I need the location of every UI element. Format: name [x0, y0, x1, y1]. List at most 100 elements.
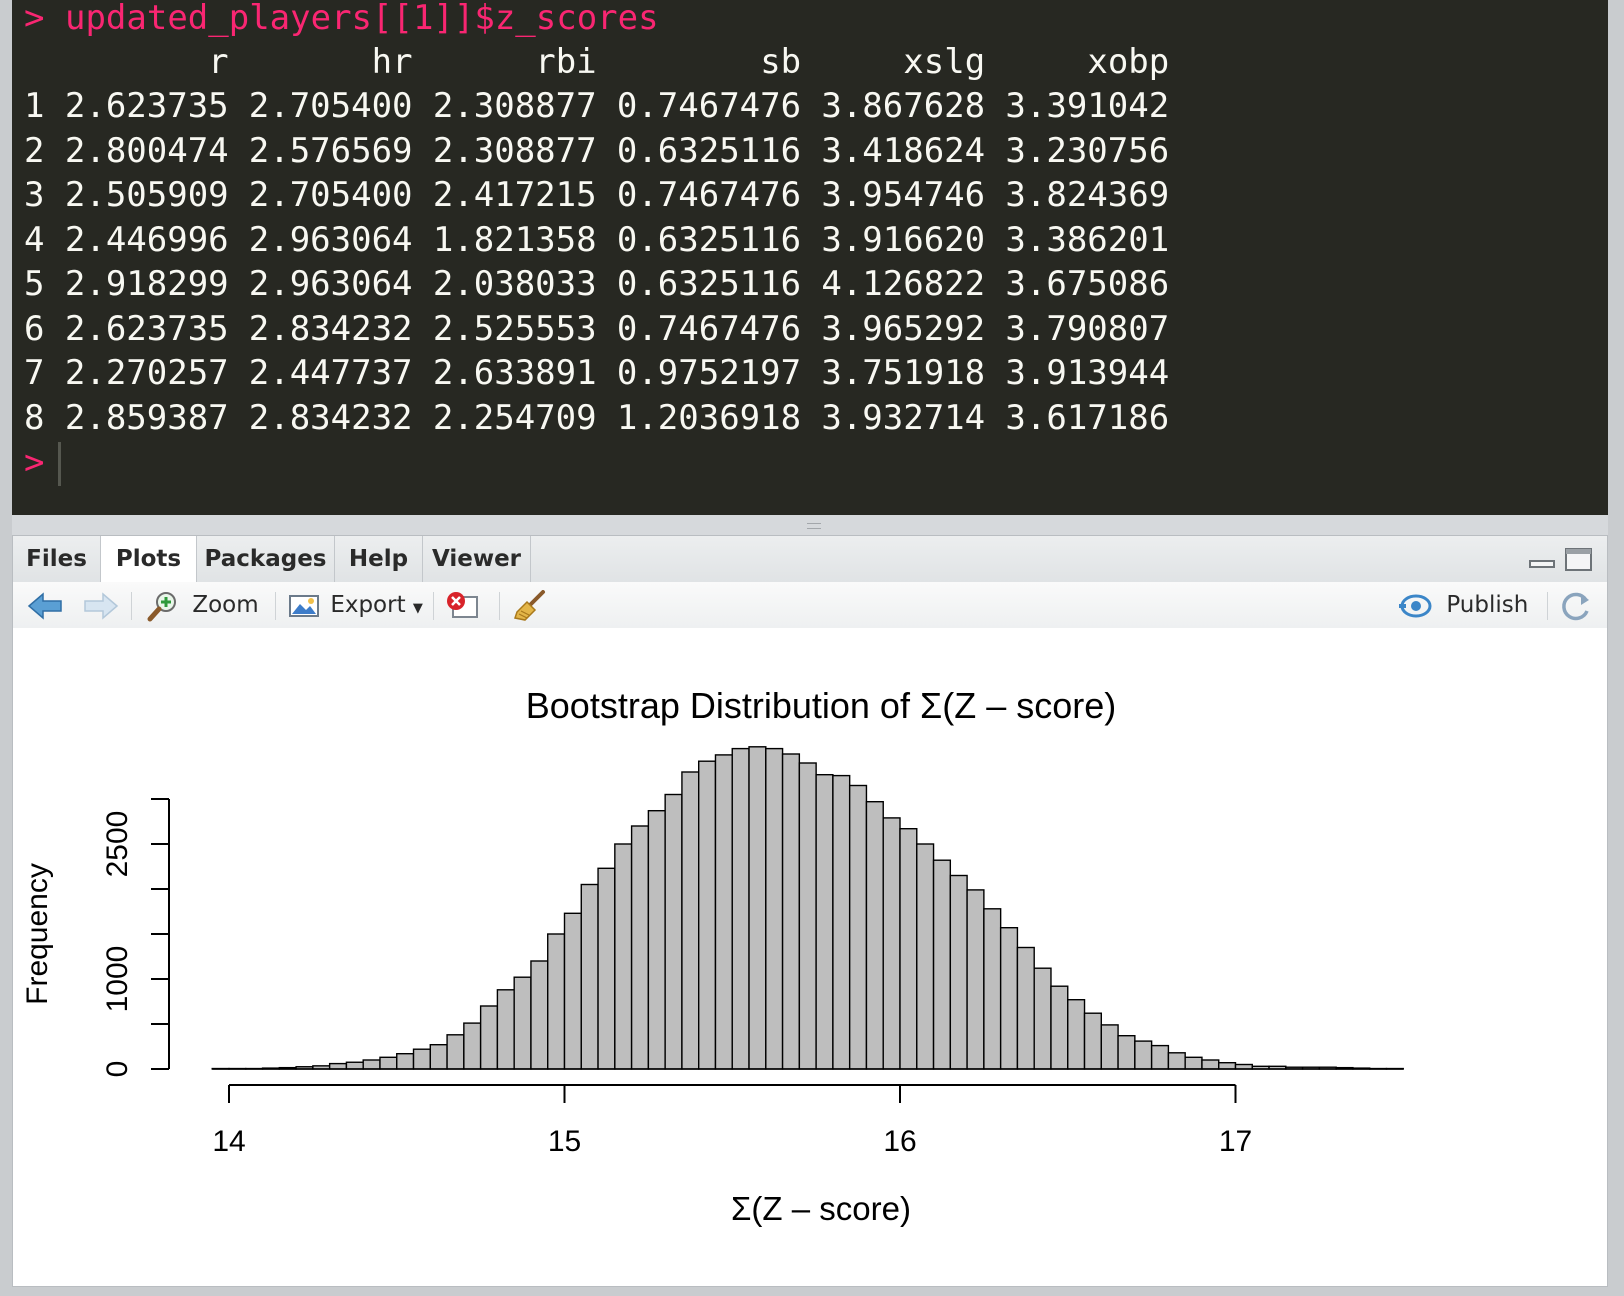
histogram-bar — [1218, 1062, 1237, 1070]
maximize-icon[interactable] — [1565, 548, 1592, 571]
console-input-line[interactable]: > — [24, 442, 62, 486]
output-header-row: r hr rbi sb xslg xobp — [24, 42, 1169, 82]
toolbar-separator — [433, 592, 434, 620]
cell-value: 2.446996 — [64, 219, 229, 260]
row-index: 3 — [24, 175, 45, 215]
cell-value: 3.230756 — [1005, 130, 1170, 171]
cell-value: 2.963064 — [248, 264, 413, 304]
histogram-bar — [362, 1059, 381, 1070]
tab-packages[interactable]: Packages — [197, 536, 335, 582]
cell-value: 2.447737 — [248, 353, 413, 393]
output-row: 6 2.623735 2.834232 2.525553 0.7467476 3.9652… — [24, 309, 1169, 349]
y-tick-label: 2500 — [101, 811, 134, 878]
histogram-bar — [848, 784, 868, 1070]
histogram-bar — [698, 760, 717, 1070]
cell-value: 3.386201 — [1005, 219, 1170, 260]
tab-files[interactable]: Files — [13, 536, 101, 582]
row-index: 2 — [24, 130, 45, 171]
clear-plots-button[interactable] — [513, 582, 547, 628]
dropdown-caret-icon: ▼ — [412, 601, 423, 616]
row-index: 7 — [24, 353, 45, 393]
console-pane[interactable]: > updated_players[[1]]$z_scores r hr rbi sb… — [12, 0, 1608, 515]
export-icon — [289, 594, 319, 617]
cell-value: 1.2036918 — [616, 397, 802, 438]
text-cursor — [58, 442, 62, 486]
cell-value: 2.270257 — [64, 353, 229, 393]
toolbar-separator — [499, 592, 500, 620]
cell-value: 2.918299 — [64, 264, 229, 304]
toolbar-separator — [131, 592, 132, 620]
histogram-bar — [714, 754, 733, 1070]
cell-value: 2.308877 — [432, 130, 597, 171]
remove-plot-button[interactable] — [445, 582, 481, 628]
splitter-grip-icon[interactable] — [807, 523, 821, 529]
x-axis-label: Σ(Z – score) — [731, 1190, 911, 1227]
refresh-button[interactable] — [1559, 582, 1593, 628]
toolbar-separator — [275, 592, 276, 620]
cell-value: 2.038033 — [432, 264, 597, 304]
tab-plots[interactable]: Plots — [101, 536, 197, 583]
histogram-bar — [949, 874, 968, 1070]
back-arrow-icon[interactable] — [27, 582, 63, 628]
output-row: 5 2.918299 2.963064 2.038033 0.6325116 4.1268… — [24, 264, 1169, 304]
histogram-bar — [597, 867, 616, 1070]
forward-arrow-icon[interactable] — [83, 582, 119, 628]
minimize-icon[interactable] — [1529, 548, 1555, 570]
cell-value: 2.859387 — [64, 397, 229, 438]
cell-value: 3.913944 — [1005, 353, 1170, 393]
histogram-bar — [1134, 1040, 1153, 1070]
export-label: Export — [330, 592, 406, 618]
plots-toolbar: Zoom Export ▼ Publish — [13, 582, 1607, 629]
pane-splitter[interactable] — [12, 515, 1608, 535]
tab-label: Help — [348, 546, 409, 572]
row-index: 1 — [24, 86, 45, 126]
histogram-bar — [882, 817, 901, 1070]
histogram-bar — [496, 989, 515, 1070]
cell-value: 3.675086 — [1005, 264, 1170, 304]
y-tick-label: 0 — [101, 1061, 134, 1078]
tab-viewer[interactable]: Viewer — [423, 536, 531, 582]
histogram-bar — [463, 1022, 482, 1070]
refresh-icon — [1562, 592, 1589, 620]
cell-value: 0.6325116 — [616, 219, 802, 260]
cell-value: 0.7467476 — [616, 308, 802, 349]
cell-value: 2.834232 — [248, 397, 413, 438]
histogram-bar — [681, 771, 700, 1070]
histogram-bar — [630, 825, 650, 1070]
tab-label: Viewer — [431, 546, 522, 572]
cell-value: 3.790807 — [1005, 308, 1170, 349]
histogram-bar — [781, 753, 801, 1070]
column-header: rbi — [535, 42, 597, 82]
cell-value: 2.525553 — [432, 308, 597, 349]
cell-value: 2.705400 — [248, 86, 413, 126]
y-tick-label: 1000 — [101, 946, 134, 1013]
cell-value: 3.391042 — [1005, 86, 1170, 126]
histogram-bar — [647, 809, 666, 1070]
histogram-bar — [580, 883, 599, 1070]
zoom-icon — [147, 591, 176, 621]
prompt-symbol: > — [24, 442, 45, 483]
x-tick-label: 17 — [1219, 1125, 1252, 1158]
column-header: r — [208, 42, 229, 82]
publish-button[interactable]: Publish — [1399, 582, 1528, 628]
histogram-bar — [999, 927, 1019, 1070]
cell-value: 2.834232 — [248, 308, 413, 349]
x-tick-label: 15 — [548, 1125, 581, 1158]
cell-value: 1.821358 — [432, 219, 597, 260]
export-button[interactable]: Export ▼ — [289, 582, 423, 628]
output-row: 3 2.505909 2.705400 2.417215 0.7467476 3.9547… — [24, 175, 1169, 215]
histogram-bar — [1184, 1056, 1203, 1070]
histogram-bar — [563, 912, 582, 1070]
histogram-bar — [513, 976, 532, 1070]
tab-label: Packages — [204, 546, 327, 572]
zoom-button[interactable]: Zoom — [147, 582, 259, 628]
cell-value: 3.965292 — [821, 308, 986, 349]
histogram-bar — [966, 889, 985, 1070]
plots-pane: Files Plots Packages Help Viewer Zoom Ex… — [12, 535, 1608, 1287]
histogram-bar — [429, 1044, 448, 1070]
tab-help[interactable]: Help — [335, 536, 423, 582]
cell-value: 0.7467476 — [616, 175, 802, 215]
histogram-bar — [731, 747, 750, 1070]
histogram-bar — [798, 762, 817, 1070]
x-tick-label: 16 — [883, 1125, 916, 1158]
